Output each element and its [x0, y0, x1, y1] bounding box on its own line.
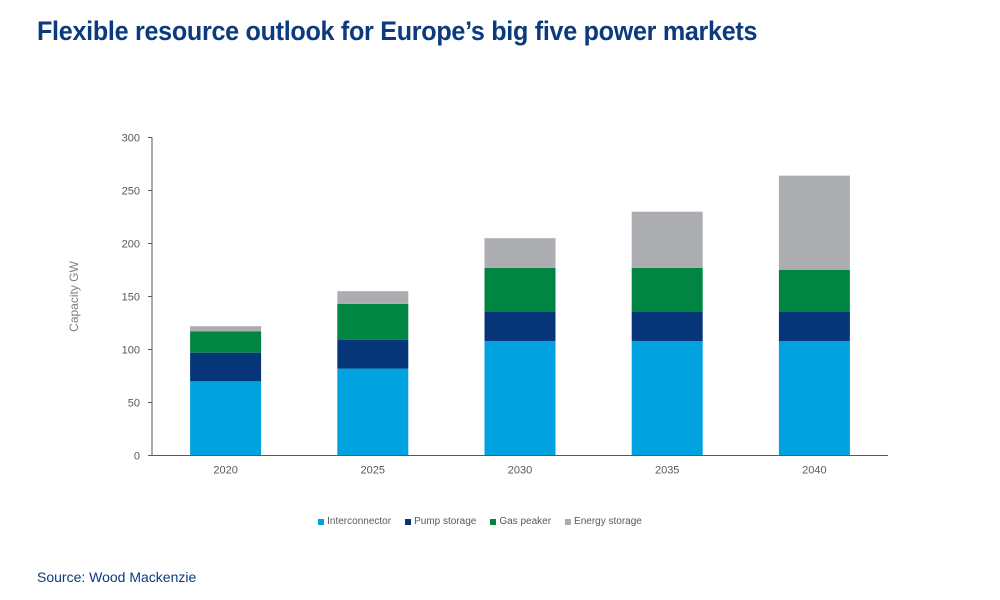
y-tick-label: 100	[122, 345, 140, 357]
bar-segment-interconnector	[631, 341, 703, 456]
legend-item: Interconnector	[318, 516, 391, 527]
legend-swatch	[490, 518, 497, 525]
bar-segment-pump-storage	[631, 311, 703, 342]
x-tick-label: 2035	[655, 465, 679, 477]
legend-swatch	[318, 518, 325, 525]
bar-segment-energy-storage	[190, 326, 262, 332]
source-note: Source: Wood Mackenzie	[37, 569, 197, 585]
y-tick-label: 150	[122, 292, 140, 304]
legend-item: Gas peaker	[490, 516, 551, 527]
bar-segment-energy-storage	[631, 211, 703, 268]
bar-segment-gas-peaker	[190, 331, 262, 353]
chart-title: Flexible resource outlook for Europe’s b…	[37, 16, 758, 46]
legend-swatch	[405, 518, 412, 525]
y-tick-label: 50	[128, 398, 140, 410]
bar-segment-pump-storage	[778, 311, 850, 342]
bar-segment-interconnector	[484, 341, 556, 456]
bar-segment-gas-peaker	[337, 303, 409, 340]
bar-segment-energy-storage	[484, 238, 556, 268]
legend-label: Pump storage	[414, 516, 477, 527]
bar-segment-interconnector	[337, 368, 409, 456]
bar-segment-pump-storage	[190, 352, 262, 382]
legend-label: Interconnector	[327, 516, 392, 527]
x-tick-label: 2030	[508, 465, 532, 477]
bar-segment-interconnector	[190, 381, 262, 456]
legend-label: Energy storage	[574, 516, 642, 527]
bar-segment-gas-peaker	[778, 270, 850, 312]
legend-item: Pump storage	[405, 516, 476, 527]
legend-item: Energy storage	[565, 516, 642, 527]
bar-segment-pump-storage	[484, 311, 556, 342]
y-axis-label: Capacity GW	[67, 260, 81, 331]
y-tick-label: 300	[122, 133, 140, 145]
bar-segment-interconnector	[778, 341, 850, 456]
chart-legend: Interconnector Pump storage Gas peaker Ener…	[0, 516, 980, 527]
bar-segment-energy-storage	[337, 291, 409, 304]
bar-segment-gas-peaker	[631, 267, 703, 312]
x-tick-label: 2025	[361, 465, 385, 477]
legend-label: Gas peaker	[499, 516, 552, 527]
bar-segment-gas-peaker	[484, 267, 556, 312]
y-tick-label: 200	[122, 239, 140, 251]
legend-swatch	[565, 518, 572, 525]
y-tick-label: 250	[122, 186, 140, 198]
x-tick-label: 2020	[213, 465, 237, 477]
bar-segment-energy-storage	[778, 175, 850, 270]
bar-segment-pump-storage	[337, 339, 409, 369]
x-tick-label: 2040	[802, 465, 826, 477]
y-tick-label: 0	[134, 451, 140, 463]
